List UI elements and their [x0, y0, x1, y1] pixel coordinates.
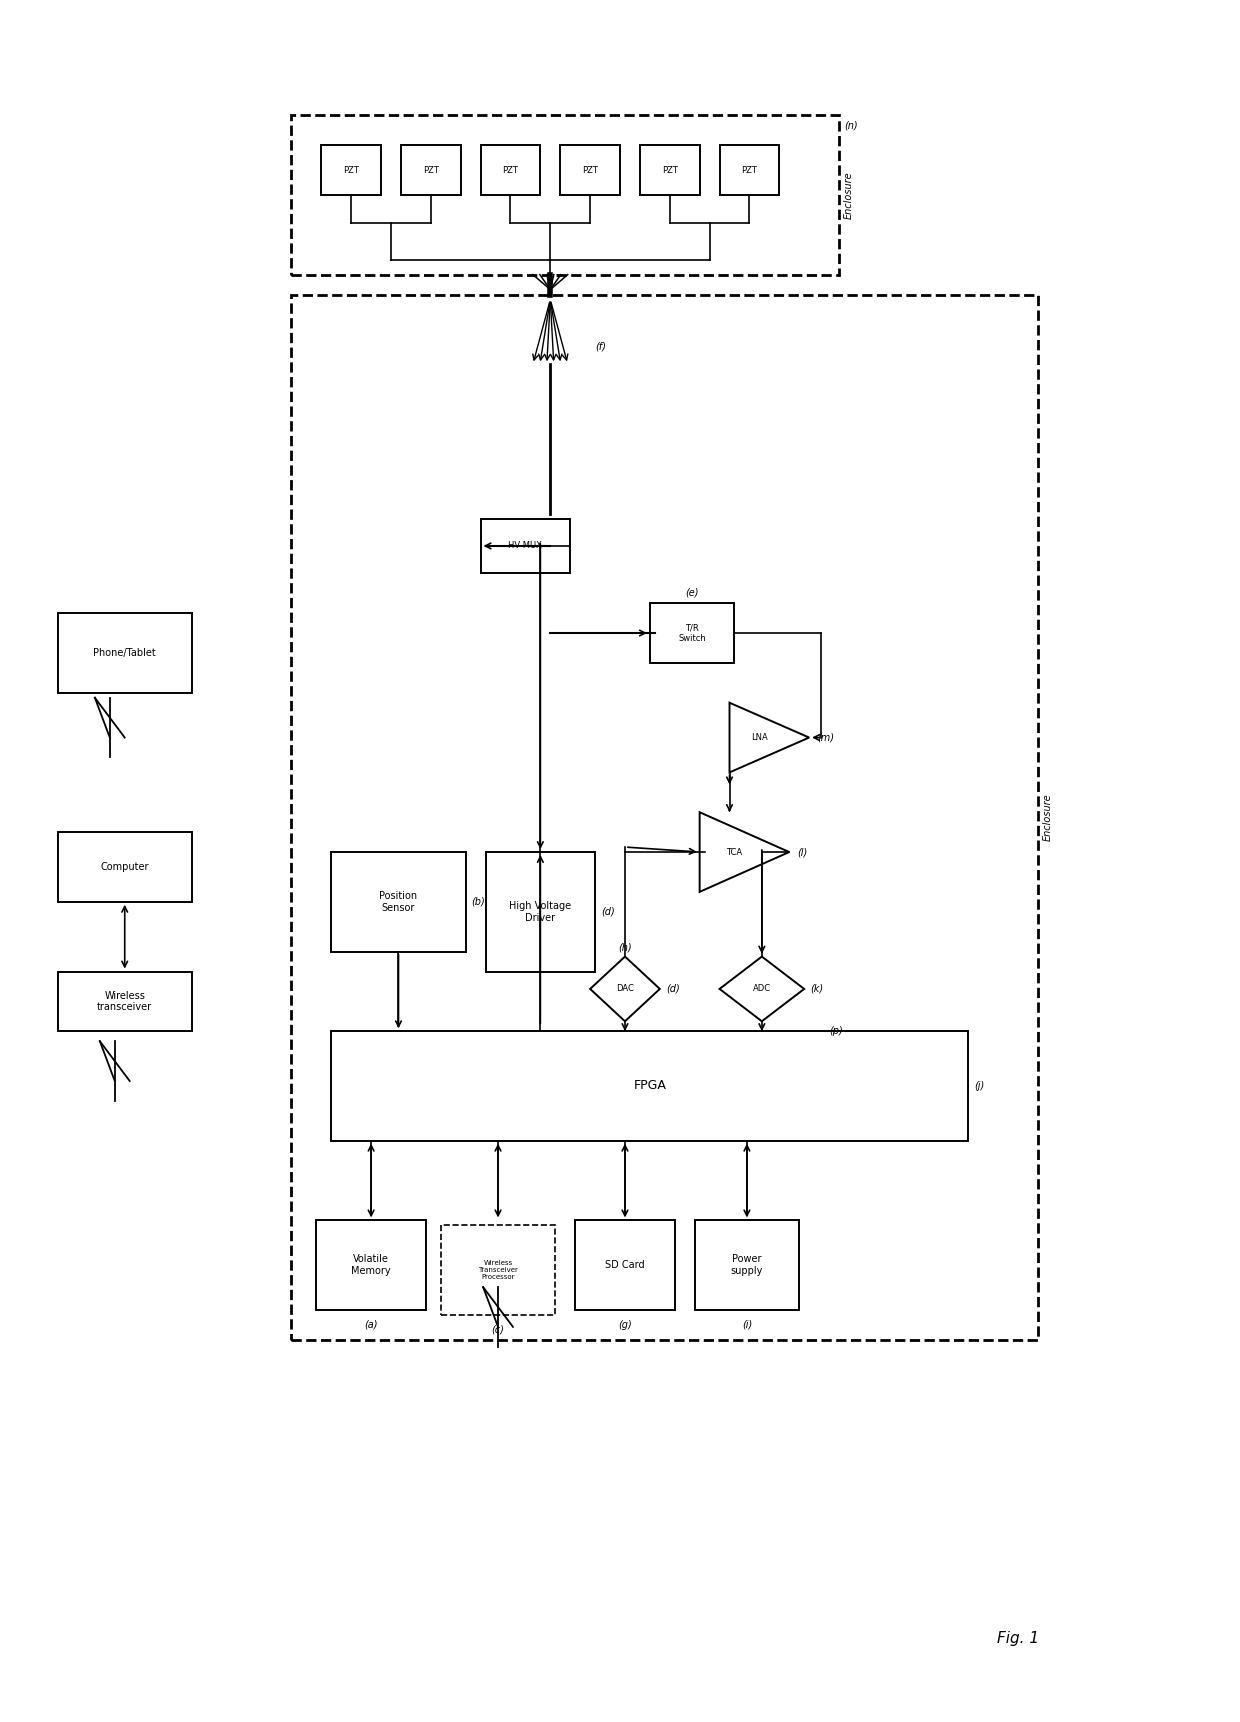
- Text: PZT: PZT: [423, 165, 439, 174]
- Text: (a): (a): [365, 1321, 378, 1329]
- Bar: [575, 1221, 675, 1310]
- Bar: [57, 832, 192, 902]
- Text: SD Card: SD Card: [605, 1261, 645, 1271]
- Text: Position
Sensor: Position Sensor: [379, 890, 418, 913]
- Text: LNA: LNA: [751, 734, 768, 742]
- Bar: [486, 852, 595, 971]
- Text: (l): (l): [797, 847, 807, 858]
- Text: (p): (p): [830, 1026, 843, 1037]
- Text: Enclosure: Enclosure: [1043, 794, 1053, 840]
- Bar: [560, 145, 620, 195]
- Bar: [331, 1031, 968, 1140]
- Text: T/R
Switch: T/R Switch: [678, 623, 706, 642]
- Text: (d): (d): [601, 907, 615, 916]
- Bar: [291, 294, 1038, 1340]
- Text: Wireless
transceiver: Wireless transceiver: [97, 990, 153, 1013]
- Bar: [694, 1221, 800, 1310]
- Bar: [316, 1221, 425, 1310]
- Bar: [440, 1226, 556, 1316]
- Bar: [291, 115, 839, 274]
- Text: FPGA: FPGA: [634, 1080, 666, 1092]
- Text: Fig. 1: Fig. 1: [997, 1631, 1039, 1646]
- Bar: [331, 852, 466, 952]
- Text: PZT: PZT: [662, 165, 678, 174]
- Text: (d): (d): [666, 983, 680, 994]
- Bar: [321, 145, 381, 195]
- Text: (m): (m): [817, 732, 835, 742]
- Text: (e): (e): [686, 587, 699, 598]
- Text: (i): (i): [742, 1321, 751, 1329]
- Text: PZT: PZT: [742, 165, 758, 174]
- Bar: [57, 971, 192, 1031]
- Text: (b): (b): [471, 897, 485, 907]
- Text: ADC: ADC: [753, 985, 771, 994]
- Bar: [57, 613, 192, 692]
- Text: (f): (f): [595, 341, 606, 351]
- Text: Computer: Computer: [100, 863, 149, 871]
- Text: High Voltage
Driver: High Voltage Driver: [510, 901, 572, 923]
- Text: Enclosure: Enclosure: [844, 170, 854, 219]
- Text: (h): (h): [619, 942, 632, 952]
- Text: TCA: TCA: [725, 847, 742, 856]
- Text: (c): (c): [491, 1324, 505, 1335]
- Text: HV MUX: HV MUX: [508, 541, 542, 551]
- Text: (g): (g): [618, 1321, 632, 1329]
- Text: DAC: DAC: [616, 985, 634, 994]
- Bar: [719, 145, 779, 195]
- Text: (j): (j): [975, 1081, 985, 1092]
- Bar: [481, 518, 570, 573]
- Text: Wireless
Transceiver
Processor: Wireless Transceiver Processor: [479, 1261, 518, 1279]
- Text: Volatile
Memory: Volatile Memory: [351, 1254, 391, 1276]
- Bar: [640, 145, 699, 195]
- Text: PZT: PZT: [583, 165, 598, 174]
- Text: Power
supply: Power supply: [730, 1254, 763, 1276]
- Text: PZT: PZT: [343, 165, 360, 174]
- Text: Phone/Tablet: Phone/Tablet: [93, 647, 156, 658]
- Text: PZT: PZT: [502, 165, 518, 174]
- Bar: [650, 603, 734, 663]
- Text: (k): (k): [810, 983, 823, 994]
- Text: (n): (n): [844, 121, 858, 131]
- Bar: [481, 145, 541, 195]
- Bar: [401, 145, 461, 195]
